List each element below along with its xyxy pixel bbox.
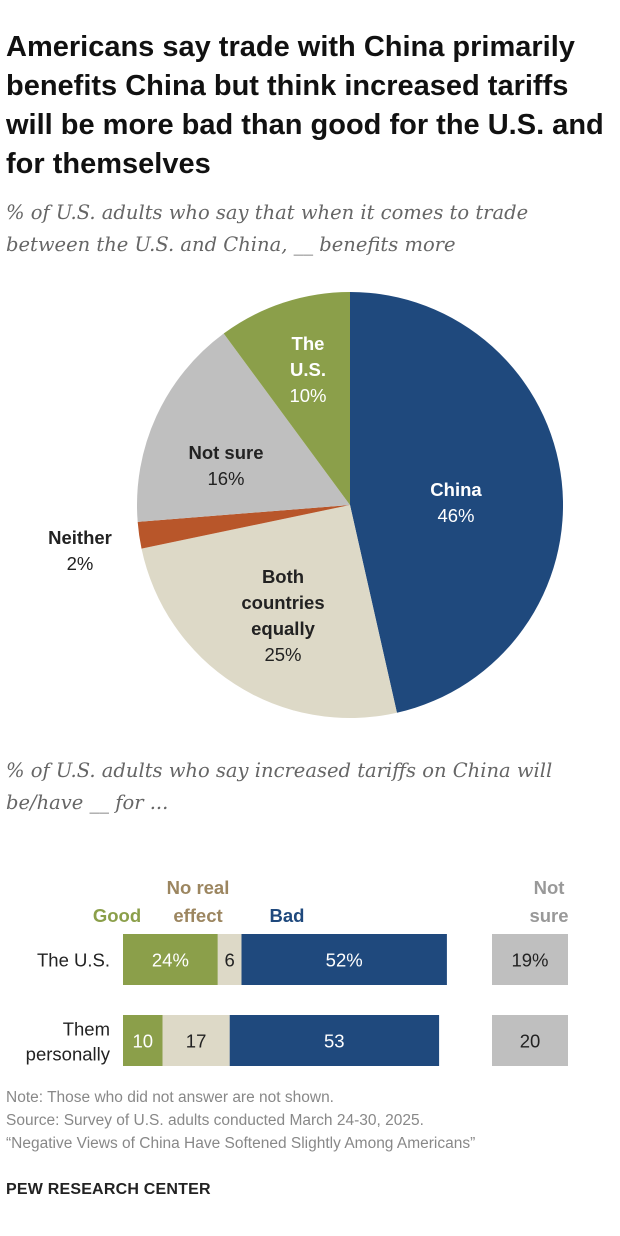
legend-no-real-effect: No real effect [167, 877, 230, 926]
bar-segment-not-sure [492, 934, 568, 985]
bar-segment-no-real-effect [217, 934, 242, 985]
brand-logo-text: PEW RESEARCH CENTER [6, 1181, 211, 1198]
pie-label-china: China 46% [430, 479, 482, 526]
bar-value-label-no-real-effect: 6 [225, 950, 235, 971]
notes: Note: Those who did not answer are not s… [6, 1086, 616, 1155]
pie-slice-not-sure [137, 333, 350, 522]
bar-row-the-u-s: The U.S. 24% 6 52% 19% [37, 934, 568, 985]
bar-value-label-not-sure: 19% [511, 950, 548, 971]
bar-value-label-no-real-effect: 17 [186, 1031, 207, 1052]
pie-chart: China 46% Both countries equally 25% Neither 2%… [48, 292, 564, 719]
pie-label-the-u-s: The U.S. 10% [289, 333, 326, 406]
bar-value-label-bad: 53 [324, 1031, 345, 1052]
pie-slice-neither [137, 505, 350, 549]
legend-bad: Bad [270, 905, 305, 926]
bar-segment-good [123, 934, 218, 985]
pie-subtitle: % of U.S. adults who say that when it co… [6, 201, 529, 256]
bar-value-label-not-sure: 20 [520, 1031, 541, 1052]
bar-segment-bad [229, 1015, 440, 1066]
pie-label-both-countries-equally: Both countries equally 25% [241, 566, 324, 665]
bar-value-label-good: 10 [133, 1031, 154, 1052]
stacked-bar-chart: Good No real effect Bad Not sure The U.S. 24% 6… [26, 877, 569, 1066]
bar-segment-no-real-effect [162, 1015, 230, 1066]
bar-value-label-bad: 52% [326, 950, 363, 971]
note-text: Note: Those who did not answer are not s… [6, 1089, 334, 1106]
pie-slice-the-u-s [223, 292, 350, 505]
pie-slice-both-countries-equally [141, 505, 397, 719]
bar-subtitle: % of U.S. adults who say increased tarif… [6, 759, 553, 814]
bar-row-them-personally: Them personally 10 17 53 20 [26, 1015, 568, 1066]
chart-title: Americans say trade with China primarily… [6, 31, 604, 180]
bar-value-label-good: 24% [152, 950, 189, 971]
legend-good: Good [93, 905, 141, 926]
category-label-them-personally: Them personally [26, 1019, 111, 1065]
pie-slice-china [350, 292, 564, 713]
bar-segment-good [123, 1015, 163, 1066]
legend-not-sure: Not sure [529, 877, 568, 926]
pie-label-not-sure: Not sure 16% [188, 442, 263, 489]
bar-segment-not-sure [492, 1015, 568, 1066]
report-text: “Negative Views of China Have Softened S… [6, 1135, 476, 1152]
source-text: Source: Survey of U.S. adults conducted … [6, 1112, 424, 1129]
pie-label-neither: Neither 2% [48, 527, 112, 574]
bar-segment-bad [241, 934, 447, 985]
category-label-the-u-s: The U.S. [37, 950, 110, 971]
